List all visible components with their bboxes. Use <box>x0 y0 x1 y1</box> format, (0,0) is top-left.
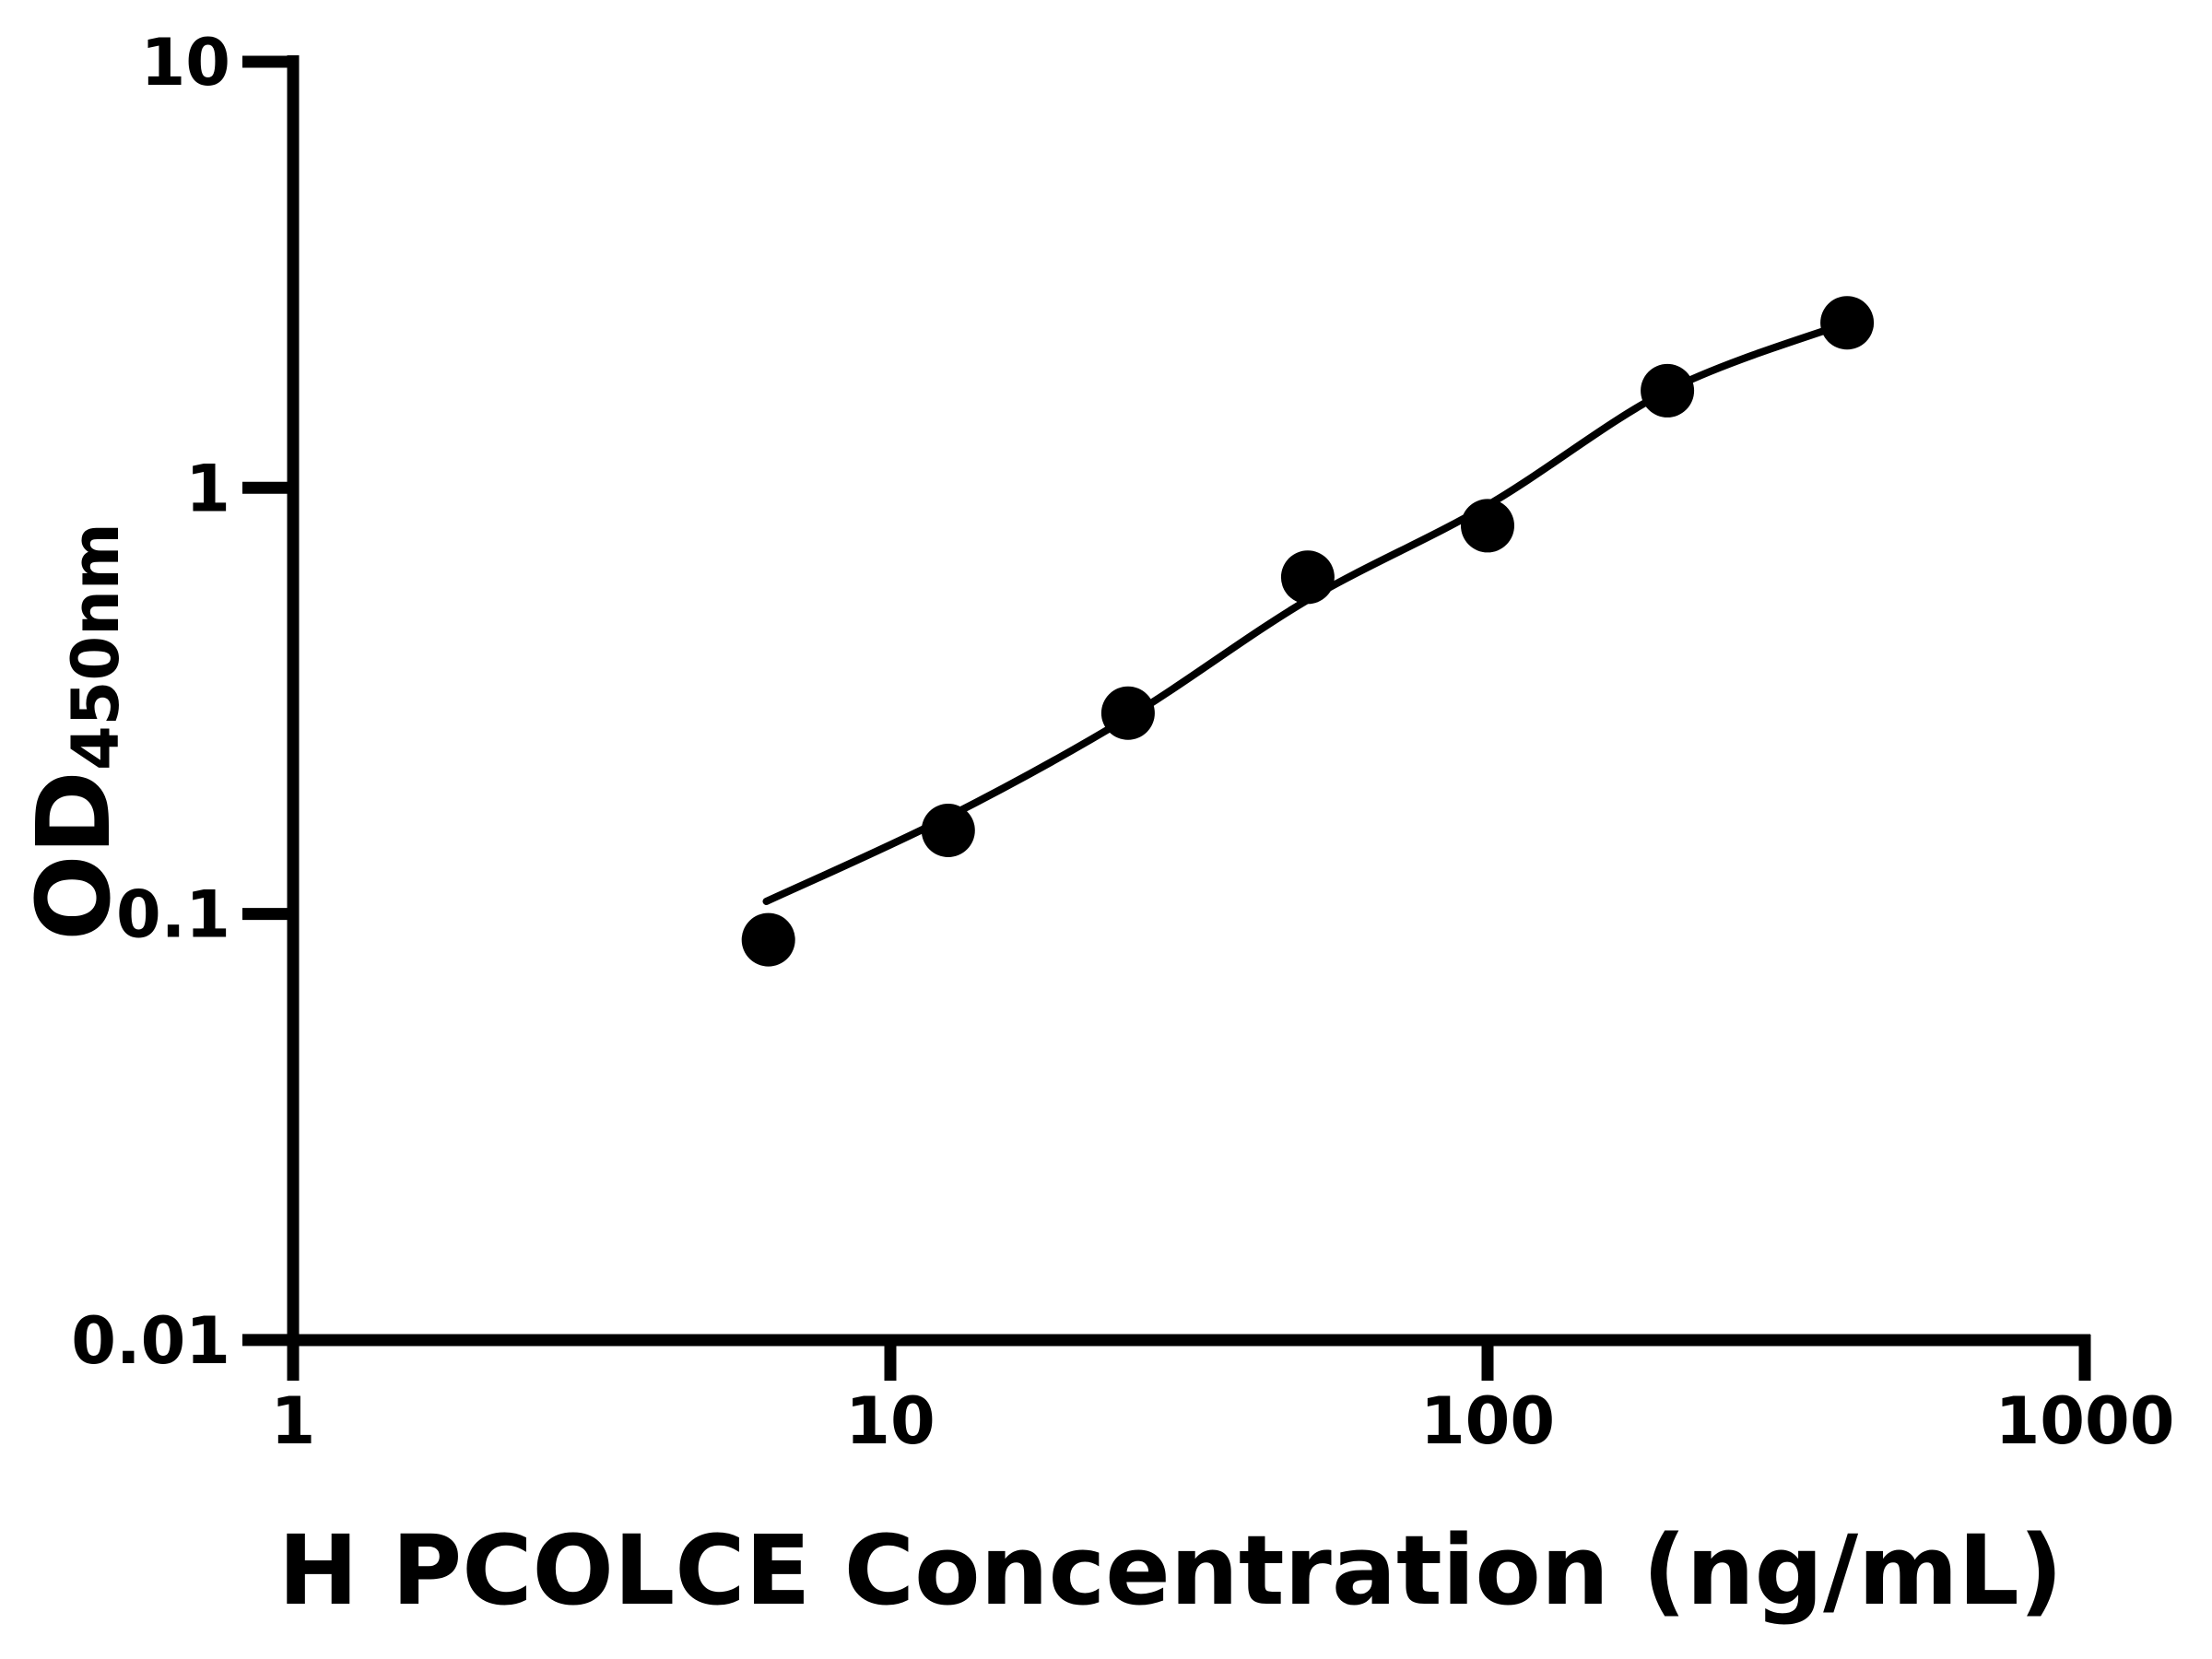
x-tick-label: 1 <box>271 1383 316 1459</box>
x-tick-label: 1000 <box>1995 1383 2175 1459</box>
data-point <box>1820 296 1875 350</box>
x-tick-label: 10 <box>845 1383 935 1459</box>
x-tick-marks <box>287 1335 2091 1381</box>
y-tick-marks <box>242 55 293 1347</box>
y-tick-label: 0.1 <box>116 877 230 953</box>
y-tick-label: 1 <box>185 451 230 526</box>
x-tick-label: 100 <box>1420 1383 1555 1459</box>
data-point <box>921 804 975 857</box>
x-tick-labels: 1 10 100 1000 <box>271 1383 2175 1459</box>
data-point <box>1461 499 1514 553</box>
data-point <box>741 912 795 967</box>
y-tick-label: 0.01 <box>71 1303 230 1379</box>
data-point <box>1280 550 1335 605</box>
y-tick-labels: 10 1 0.1 0.01 <box>71 25 230 1379</box>
y-axis-title: OD450nm <box>15 523 134 941</box>
y-axis-title-subscript: 450nm <box>58 523 134 771</box>
y-axis-title-main: OD <box>15 771 133 941</box>
data-point <box>1100 686 1155 740</box>
data-point <box>1641 363 1695 418</box>
y-tick-label: 10 <box>141 25 230 100</box>
x-axis-title: H PCOLCE Concentration (ng/mL) <box>278 1514 2064 1627</box>
data-points <box>741 296 1875 967</box>
